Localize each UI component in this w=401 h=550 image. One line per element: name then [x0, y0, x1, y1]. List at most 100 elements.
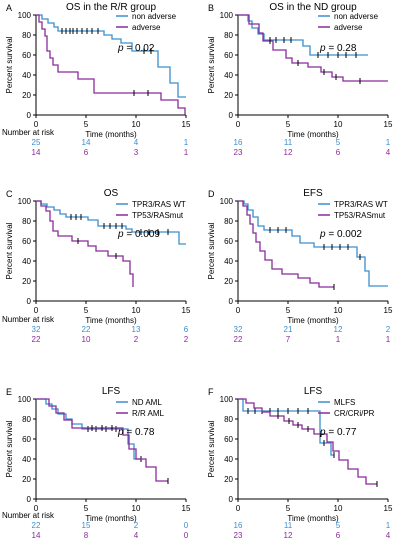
- y-tick-label: 40: [224, 71, 233, 80]
- y-tick-label: 40: [22, 455, 31, 464]
- y-axis-label: Percent survival: [5, 222, 14, 279]
- risk-count: 14: [82, 138, 91, 147]
- y-tick-label: 100: [220, 197, 234, 206]
- risk-count: 11: [284, 521, 293, 530]
- p-symbol: p: [319, 229, 326, 240]
- y-tick-label: 100: [18, 11, 32, 20]
- y-tick-label: 60: [22, 51, 31, 60]
- p-value: p = 0.002: [319, 229, 362, 240]
- risk-count: 4: [386, 148, 391, 157]
- x-tick-label: 15: [384, 306, 393, 315]
- risk-count: 22: [234, 335, 243, 344]
- risk-count: 1: [184, 138, 189, 147]
- p-value: p = 0.77: [319, 427, 357, 438]
- x-axis-label: Time (months): [85, 316, 137, 325]
- risk-count: 16: [234, 138, 243, 147]
- risk-count: 22: [82, 325, 91, 334]
- p-value-text: = 0.77: [326, 427, 357, 438]
- risk-count: 16: [234, 521, 243, 530]
- x-tick-label: 15: [182, 306, 191, 315]
- y-axis-label: Percent survival: [207, 420, 216, 477]
- risk-count: 32: [234, 325, 243, 334]
- y-tick-label: 100: [220, 11, 234, 20]
- risk-count: 14: [32, 148, 41, 157]
- y-tick-label: 100: [18, 395, 32, 404]
- risk-count: 15: [82, 521, 91, 530]
- panel-a: A OS in the R/R group 0 20 40 60 80 100 0 5 10 15 Ti…: [5, 2, 191, 157]
- x-tick-label: 15: [384, 504, 393, 513]
- p-value: p = 0.02: [117, 43, 155, 54]
- x-tick-label: 5: [286, 120, 291, 129]
- risk-count: 21: [284, 325, 293, 334]
- chart-title: OS: [104, 188, 119, 199]
- number-at-risk-header: Number at risk: [2, 128, 55, 137]
- p-symbol: p: [117, 43, 124, 54]
- x-tick-label: 5: [286, 306, 291, 315]
- risk-count: 0: [184, 531, 189, 540]
- y-tick-label: 60: [22, 237, 31, 246]
- y-tick-label: 80: [224, 31, 233, 40]
- x-axis-label: Time (months): [85, 130, 137, 139]
- x-tick-label: 0: [236, 120, 241, 129]
- series-nd-aml: ND AML 22 15 2 0: [32, 398, 189, 530]
- risk-count: 6: [84, 148, 89, 157]
- chart-title: LFS: [304, 386, 323, 397]
- p-value-text: = 0.02: [124, 43, 155, 54]
- risk-count: 11: [284, 138, 293, 147]
- p-value-text: = 0.002: [326, 229, 363, 240]
- y-tick-label: 0: [27, 111, 32, 120]
- y-tick-label: 100: [18, 197, 32, 206]
- legend-label: R/R AML: [132, 409, 165, 418]
- risk-count: 2: [134, 335, 139, 344]
- y-tick-label: 60: [224, 435, 233, 444]
- x-tick-label: 0: [236, 504, 241, 513]
- y-tick-label: 40: [22, 257, 31, 266]
- survival-curve: [238, 14, 388, 82]
- series-tpr3-ras-wt: TPR3/RAS WT 32 22 13 6: [32, 200, 189, 334]
- y-tick-label: 0: [229, 495, 234, 504]
- survival-curve: [36, 14, 186, 98]
- risk-count: 4: [134, 531, 139, 540]
- risk-count: 23: [234, 531, 243, 540]
- y-axis-label: Percent survival: [207, 222, 216, 279]
- p-value-text: = 0.28: [326, 43, 357, 54]
- y-axis-label: Percent survival: [5, 36, 14, 93]
- risk-count: 1: [386, 335, 391, 344]
- p-symbol: p: [117, 427, 124, 438]
- x-tick-label: 0: [34, 120, 39, 129]
- p-symbol: p: [319, 427, 326, 438]
- series-tp53-rasmut: TP53/RASmut 22 7 1 1: [234, 200, 391, 344]
- p-value: p = 0.28: [319, 43, 357, 54]
- x-tick-label: 10: [334, 504, 343, 513]
- series-mlfs: MLFS 16 11 5 1: [234, 398, 391, 530]
- chart-title: EFS: [303, 188, 323, 199]
- y-tick-label: 60: [224, 237, 233, 246]
- x-axis-label: Time (months): [287, 316, 339, 325]
- y-tick-label: 0: [27, 297, 32, 306]
- y-tick-label: 20: [22, 91, 31, 100]
- x-tick-label: 5: [84, 306, 89, 315]
- series-non-adverse: non adverse 16 11 5 1: [234, 12, 391, 147]
- risk-count: 7: [286, 335, 291, 344]
- series-adverse: adverse 23 12 6 4: [234, 14, 391, 157]
- y-tick-label: 0: [27, 495, 32, 504]
- y-tick-label: 80: [22, 31, 31, 40]
- panel-letter: B: [208, 3, 214, 13]
- x-tick-label: 10: [132, 504, 141, 513]
- risk-count: 14: [32, 531, 41, 540]
- y-tick-label: 40: [224, 455, 233, 464]
- series-r-r-aml: R/R AML 14 8 4 0: [32, 398, 189, 540]
- chart-title: LFS: [102, 386, 121, 397]
- legend-label: adverse: [334, 23, 363, 32]
- legend-label: non adverse: [132, 12, 177, 21]
- y-tick-label: 20: [224, 91, 233, 100]
- risk-count: 32: [32, 325, 41, 334]
- risk-count: 10: [82, 335, 91, 344]
- risk-count: 1: [184, 148, 189, 157]
- legend-label: non adverse: [334, 12, 379, 21]
- risk-count: 6: [184, 325, 189, 334]
- x-tick-label: 15: [182, 120, 191, 129]
- p-value-text: = 0.009: [124, 229, 161, 240]
